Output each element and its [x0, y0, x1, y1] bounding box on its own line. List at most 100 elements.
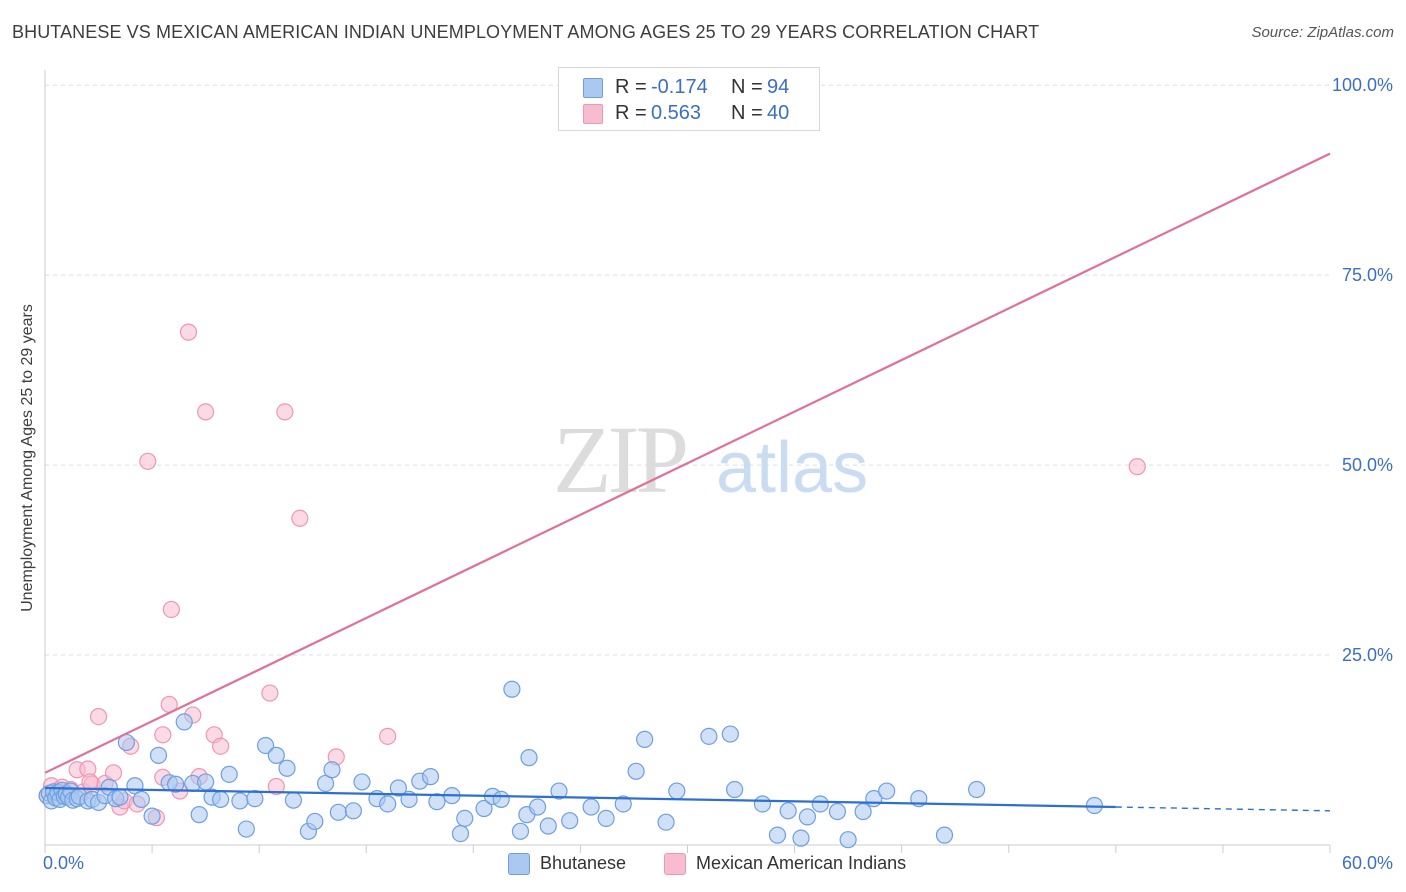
- bhutanese-point: [935, 826, 954, 844]
- bhutanese-point: [798, 808, 817, 826]
- bhutanese-point: [344, 802, 362, 820]
- watermark-atlas: atlas: [716, 428, 868, 508]
- mexican-point: [81, 773, 99, 791]
- grid-layer: [45, 84, 1330, 656]
- bhutanese-point: [792, 829, 810, 847]
- legend-n-label: N =: [731, 76, 763, 98]
- bhutanese-point: [475, 799, 493, 818]
- bhutanese-point: [721, 725, 739, 743]
- legend-swatch-mexican: [664, 853, 686, 875]
- y-axis-label: Unemployment Among Ages 25 to 29 years: [19, 304, 36, 612]
- y-tick-label: 75.0%: [1342, 265, 1393, 285]
- bhutanese-point: [256, 736, 275, 755]
- bhutanese-point: [539, 817, 557, 835]
- legend-swatch-bhutanese: [583, 78, 603, 98]
- legend-label-bhutanese: Bhutanese: [540, 853, 627, 873]
- bhutanese-point: [284, 791, 303, 809]
- bhutanese-point: [726, 780, 744, 799]
- bhutanese-point: [421, 768, 440, 786]
- mexican-point: [267, 777, 285, 796]
- bhutanese-point: [811, 795, 829, 813]
- y-tick-label: 100.0%: [1332, 75, 1393, 95]
- bhutanese-point: [143, 807, 161, 825]
- bhutanese-point: [582, 798, 600, 816]
- bhutanese-point: [839, 831, 857, 849]
- y-tick-label: 25.0%: [1342, 645, 1393, 665]
- bhutanese-point: [528, 798, 547, 816]
- bhutanese-trend-extension: [1115, 806, 1331, 812]
- bhutanese-point: [700, 727, 718, 745]
- mexican-point: [276, 403, 294, 421]
- bhutanese-points: [38, 680, 1104, 849]
- correlation-legend: R = -0.174 N = 94 R = 0.563 N = 40: [558, 67, 820, 131]
- x-tick-label: 0.0%: [43, 853, 84, 873]
- chart-title: BHUTANESE VS MEXICAN AMERICAN INDIAN UNE…: [12, 22, 1040, 42]
- mexican-point: [139, 452, 157, 470]
- bhutanese-point: [451, 825, 470, 843]
- bhutanese-trend-line: [44, 786, 1116, 809]
- legend-r-label: R =: [615, 102, 647, 124]
- bhutanese-point: [278, 759, 296, 777]
- mexican-point: [291, 509, 309, 527]
- mexican-point: [104, 764, 123, 782]
- bhutanese-point: [503, 680, 521, 698]
- bhutanese-point: [854, 802, 872, 821]
- mexican-trend-line: [44, 152, 1331, 774]
- bhutanese-point: [167, 775, 185, 793]
- bhutanese-point: [379, 795, 397, 813]
- bhutanese-point: [267, 746, 285, 764]
- legend-n-label: N =: [731, 102, 763, 124]
- mexican-point: [261, 684, 279, 702]
- bhutanese-point: [636, 730, 654, 748]
- bhutanese-point: [828, 802, 847, 821]
- bhutanese-point: [111, 788, 129, 806]
- mexican-point: [89, 707, 108, 726]
- bhutanese-point: [614, 795, 632, 813]
- bhutanese-point: [149, 746, 168, 764]
- bhutanese-point: [132, 790, 150, 809]
- bhutanese-point: [456, 809, 474, 828]
- bhutanese-point: [561, 812, 579, 830]
- bhutanese-point: [511, 822, 530, 840]
- mexican-point: [197, 403, 215, 421]
- x-tick-label: 60.0%: [1342, 853, 1393, 873]
- legend-swatch-mexican: [583, 104, 603, 124]
- y-tick-label: 50.0%: [1342, 455, 1393, 475]
- bhutanese-point: [306, 812, 324, 831]
- bhutanese-point: [175, 713, 193, 731]
- bhutanese-point: [779, 802, 797, 820]
- legend-n-value: 40: [767, 102, 790, 124]
- bhutanese-point: [231, 792, 249, 810]
- mexican-point: [162, 600, 180, 619]
- legend-label-mexican: Mexican American Indians: [696, 853, 907, 873]
- bhutanese-point: [668, 782, 686, 800]
- bhutanese-point: [657, 813, 675, 831]
- watermark: ZIP atlas: [553, 406, 868, 513]
- bhutanese-point: [353, 773, 371, 791]
- legend-n-value: 94: [767, 76, 790, 98]
- legend-r-value: 0.563: [651, 102, 702, 124]
- bhutanese-point: [220, 765, 238, 783]
- axis-layer: [44, 70, 1331, 853]
- bhutanese-point: [520, 749, 538, 767]
- mexican-point: [212, 737, 230, 755]
- tick-label-layer: 25.0% 50.0% 75.0% 100.0% 0.0% 60.0%: [43, 75, 1393, 873]
- bhutanese-point: [878, 782, 896, 800]
- bhutanese-point: [323, 761, 341, 779]
- bhutanese-point: [428, 793, 446, 811]
- bhutanese-point: [237, 820, 255, 838]
- mexican-point: [379, 727, 397, 745]
- mexican-point: [154, 726, 172, 744]
- bhutanese-point: [329, 803, 348, 821]
- bhutanese-point: [753, 795, 772, 813]
- bhutanese-point: [190, 806, 208, 824]
- bhutanese-point: [246, 790, 264, 808]
- bhutanese-point: [597, 809, 615, 828]
- bhutanese-point: [550, 782, 568, 800]
- trend-layer: [44, 152, 1331, 812]
- legend-r-label: R =: [615, 76, 647, 98]
- bhutanese-point: [197, 773, 215, 791]
- bhutanese-point: [492, 790, 510, 809]
- bhutanese-point: [389, 779, 407, 797]
